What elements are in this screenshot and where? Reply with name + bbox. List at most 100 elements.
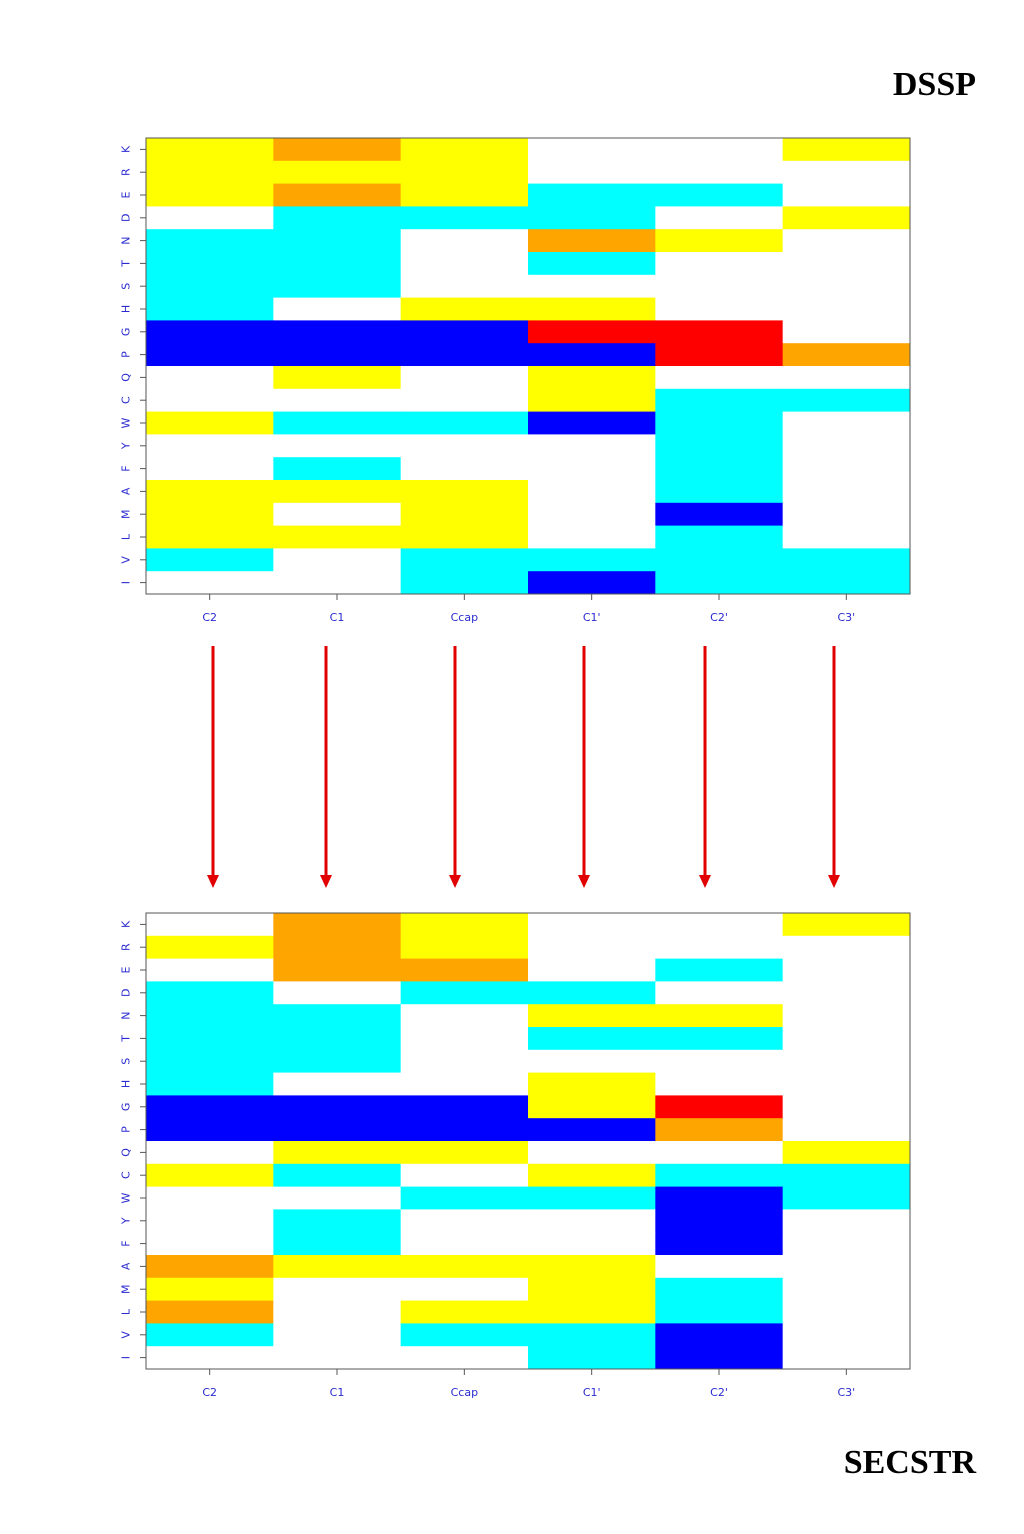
y-tick-label: Q bbox=[120, 373, 133, 382]
heatmap-cell-E-C2' bbox=[655, 183, 784, 207]
heatmap-cell-D-C1 bbox=[273, 981, 402, 1005]
heatmap-cell-T-C3' bbox=[782, 252, 911, 276]
heatmap-cell-N-Ccap bbox=[400, 1004, 529, 1028]
heatmap-cell-D-Ccap bbox=[400, 206, 529, 230]
heatmap-cell-C-C2 bbox=[146, 388, 274, 413]
heatmap-cell-P-C1' bbox=[528, 343, 656, 367]
heatmap-cell-T-C2' bbox=[655, 252, 784, 276]
x-tick-label: C3' bbox=[837, 1386, 855, 1399]
plot-frame bbox=[145, 912, 911, 1370]
heatmap-cell-H-C3' bbox=[782, 1072, 911, 1096]
heatmap-cell-E-C1' bbox=[528, 183, 656, 207]
heatmap-cell-H-C2' bbox=[655, 1072, 784, 1096]
heatmap-cell-Q-C2' bbox=[655, 366, 784, 390]
heatmap-cell-S-C2' bbox=[655, 274, 784, 299]
heatmap-cell-M-C2' bbox=[655, 1277, 784, 1302]
heatmap-cell-A-C2 bbox=[146, 1255, 274, 1279]
heatmap-cell-T-C1' bbox=[528, 1027, 656, 1051]
heatmap-cell-A-Ccap bbox=[400, 480, 529, 504]
y-tick-label: F bbox=[120, 1240, 133, 1246]
heatmap-cell-V-C2' bbox=[655, 1323, 784, 1347]
heatmap-cell-W-C2 bbox=[146, 1186, 274, 1210]
heatmap-cell-R-C2' bbox=[655, 160, 784, 185]
heatmap-cell-N-C3' bbox=[782, 229, 911, 253]
heatmap-cell-W-C2' bbox=[655, 411, 784, 435]
y-tick-label: L bbox=[120, 533, 133, 540]
x-tick-label: C3' bbox=[837, 611, 855, 624]
heatmap-cell-H-C2 bbox=[146, 1072, 274, 1096]
heatmap-cell-S-C2' bbox=[655, 1049, 784, 1074]
y-tick-label: S bbox=[120, 283, 133, 290]
down-arrow-2 bbox=[320, 646, 332, 888]
heatmap-cell-P-C2 bbox=[146, 1118, 274, 1142]
heatmap-cell-D-C1' bbox=[528, 206, 656, 230]
heatmap-cell-N-C1 bbox=[273, 1004, 402, 1028]
heatmap-cell-V-C3' bbox=[782, 548, 911, 572]
heatmap-cell-V-Ccap bbox=[400, 1323, 529, 1347]
heatmap-cell-F-Ccap bbox=[400, 457, 529, 481]
heatmap-cell-V-C1 bbox=[273, 548, 402, 572]
heatmap-cell-G-C3' bbox=[782, 1095, 911, 1119]
heatmap-cell-G-C1 bbox=[273, 320, 402, 344]
y-tick-label: A bbox=[120, 487, 133, 495]
x-tick-label: C1 bbox=[330, 611, 345, 624]
heatmap-cell-Q-Ccap bbox=[400, 366, 529, 390]
heatmap-cell-N-C2' bbox=[655, 229, 784, 253]
heatmap-cell-Q-C2' bbox=[655, 1141, 784, 1165]
heatmap-cell-Y-C1' bbox=[528, 1209, 656, 1233]
heatmap-cell-N-C1' bbox=[528, 229, 656, 253]
heatmap-cell-Y-Ccap bbox=[400, 1209, 529, 1233]
heatmap-cell-C-C1 bbox=[273, 1163, 402, 1188]
y-tick-label: R bbox=[120, 943, 133, 951]
y-tick-label: G bbox=[120, 1103, 133, 1112]
heatmap-cell-I-C1' bbox=[528, 1346, 656, 1370]
heatmap-cell-A-C2 bbox=[146, 480, 274, 504]
heatmap-cell-Y-C1 bbox=[273, 1209, 402, 1233]
heatmap-cell-F-Ccap bbox=[400, 1232, 529, 1256]
y-tick-label: K bbox=[120, 920, 133, 928]
heatmap-cell-Q-C2 bbox=[146, 1141, 274, 1165]
heatmap-cell-K-C2' bbox=[655, 138, 784, 162]
heatmap-cell-A-C1 bbox=[273, 480, 402, 504]
heatmap-cell-G-C1 bbox=[273, 1095, 402, 1119]
heatmap-cell-V-C3' bbox=[782, 1323, 911, 1347]
x-tick-label: C2 bbox=[202, 1386, 217, 1399]
heatmap-cell-M-Ccap bbox=[400, 1277, 529, 1302]
heatmap-cell-C-C1 bbox=[273, 388, 402, 413]
arrow-head bbox=[320, 875, 332, 888]
heatmap-cell-T-C1' bbox=[528, 252, 656, 276]
heatmap-cell-F-C1 bbox=[273, 1232, 402, 1256]
heatmap-cell-H-C3' bbox=[782, 297, 911, 321]
heatmap-cell-H-C1 bbox=[273, 297, 402, 321]
heatmap-cell-P-C2' bbox=[655, 1118, 784, 1142]
heatmap-cell-E-C3' bbox=[782, 958, 911, 982]
heatmap-cell-A-C1' bbox=[528, 1255, 656, 1279]
heatmap-cell-V-C1' bbox=[528, 548, 656, 572]
heatmap-cell-R-Ccap bbox=[400, 935, 529, 960]
heatmap-cell-Q-Ccap bbox=[400, 1141, 529, 1165]
y-tick-label: D bbox=[120, 214, 133, 222]
heatmap-cell-Q-C1' bbox=[528, 366, 656, 390]
y-tick-label: V bbox=[120, 1331, 133, 1339]
heatmap-cell-F-C2' bbox=[655, 1232, 784, 1256]
heatmap-cell-I-C3' bbox=[782, 571, 911, 595]
heatmap-cell-E-Ccap bbox=[400, 183, 529, 207]
heatmap-cell-I-C1 bbox=[273, 571, 402, 595]
heatmap-cell-F-C3' bbox=[782, 457, 911, 481]
heatmap-cell-H-Ccap bbox=[400, 1072, 529, 1096]
heatmap-cell-L-C2' bbox=[655, 525, 784, 549]
y-tick-label: N bbox=[120, 236, 133, 244]
heatmap-cell-C-C3' bbox=[782, 388, 911, 413]
chart-title-dssp: DSSP bbox=[892, 66, 976, 103]
y-tick-label: W bbox=[120, 417, 133, 428]
heatmap-cell-F-C1 bbox=[273, 457, 402, 481]
heatmap-cell-S-C1' bbox=[528, 274, 656, 299]
y-tick-label: W bbox=[120, 1192, 133, 1203]
heatmap-cell-M-C2 bbox=[146, 502, 274, 527]
heatmap-cell-Y-C2' bbox=[655, 1209, 784, 1233]
heatmap-cell-R-Ccap bbox=[400, 160, 529, 185]
arrow-head bbox=[449, 875, 461, 888]
x-tick-label: C2' bbox=[710, 1386, 728, 1399]
heatmap-cell-W-C1' bbox=[528, 1186, 656, 1210]
heatmap-cell-T-Ccap bbox=[400, 1027, 529, 1051]
